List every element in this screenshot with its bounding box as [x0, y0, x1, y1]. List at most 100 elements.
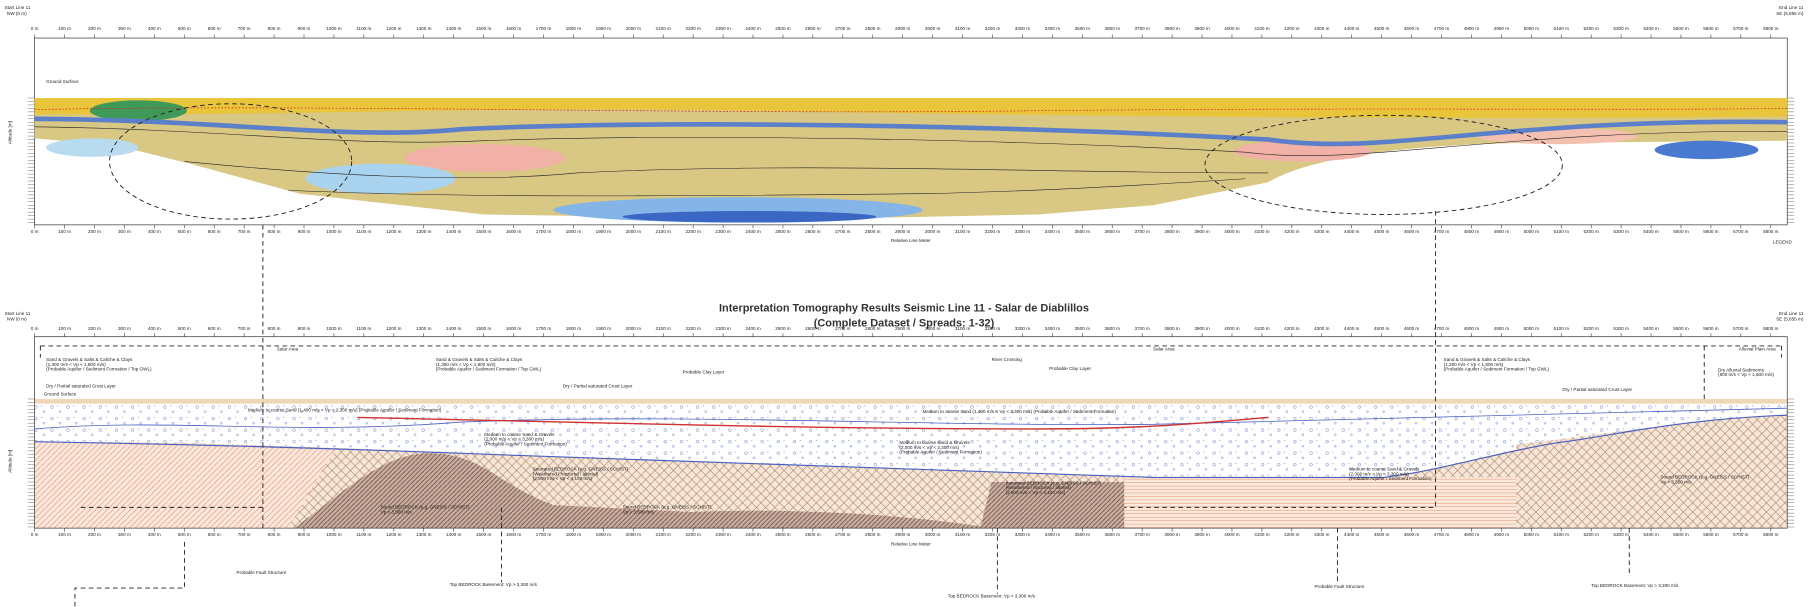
x-tick-label: 300 m — [118, 532, 131, 537]
x-tick-label: 4300 m — [1314, 229, 1330, 234]
x-tick-label: 3300 m — [1015, 229, 1031, 234]
x-tick-label: 200 m — [88, 229, 101, 234]
x-tick-label: 1700 m — [536, 532, 552, 537]
x-tick-label: 4500 m — [1374, 26, 1390, 31]
x-tick-label: 3600 m — [1105, 26, 1121, 31]
x-tick-label: 900 m — [298, 26, 311, 31]
x-tick-label: 4100 m — [1254, 532, 1270, 537]
x-tick-label: 5700 m — [1733, 326, 1749, 331]
x-tick-label: 300 m — [118, 26, 131, 31]
x-tick-label: 3500 m — [1075, 532, 1091, 537]
x-tick-label: 3500 m — [1075, 26, 1091, 31]
annotation: Salar Area — [277, 347, 299, 352]
x-tick-label: 4100 m — [1254, 26, 1270, 31]
x-tick-label: 500 m — [178, 26, 191, 31]
x-tick-label: 4200 m — [1284, 326, 1300, 331]
x-tick-label: 200 m — [88, 532, 101, 537]
x-tick-label: 2900 m — [895, 532, 911, 537]
x-tick-label: 3800 m — [1164, 26, 1180, 31]
x-tick-label: 2100 m — [656, 26, 672, 31]
annotation: Dry / Partial saturated Crust Layer — [1562, 387, 1632, 392]
x-tick-label: 900 m — [298, 326, 311, 331]
x-tick-label: 0 m — [31, 326, 39, 331]
x-tick-label: 1600 m — [506, 532, 522, 537]
x-tick-label: 5100 m — [1554, 532, 1570, 537]
x-tick-label: 4400 m — [1344, 326, 1360, 331]
x-tick-label: 1500 m — [476, 326, 492, 331]
figure: Start Line 11 NW (0 m) End Line 11 SE (5… — [0, 0, 1808, 607]
x-tick-label: 5200 m — [1583, 326, 1599, 331]
x-tick-label: 3600 m — [1105, 326, 1121, 331]
x-tick-label: 1800 m — [566, 229, 582, 234]
x-tick-label: 3200 m — [985, 229, 1001, 234]
annotation: (2,800 m/s < Vp < 4,100 m/s) — [533, 476, 593, 481]
x-tick-label: 2300 m — [715, 26, 731, 31]
x-tick-label: 400 m — [148, 26, 161, 31]
x-tick-label: 2500 m — [775, 26, 791, 31]
x-tick-label: 4500 m — [1374, 229, 1390, 234]
tomography-anomaly — [46, 138, 138, 156]
x-tick-label: 2700 m — [835, 532, 851, 537]
bedrock-block — [1124, 477, 1516, 528]
x-tick-label: 5500 m — [1673, 229, 1689, 234]
x-tick-label: 5700 m — [1733, 26, 1749, 31]
x-tick-label: 5600 m — [1703, 326, 1719, 331]
x-tick-label: 4800 m — [1464, 326, 1480, 331]
x-tick-label: 3400 m — [1045, 326, 1061, 331]
x-tick-label: 4700 m — [1434, 26, 1450, 31]
x-tick-label: 1200 m — [386, 532, 402, 537]
x-tick-label: 5800 m — [1763, 229, 1779, 234]
x-tick-label: 2800 m — [865, 532, 881, 537]
annotation: (Probable Aquifer / Sediment Formation) — [899, 450, 982, 455]
start-label: Start Line 11 — [5, 311, 31, 316]
annotation: (Probable Aquifer / Sediment Formation /… — [46, 367, 152, 372]
x-tick-label: 2400 m — [745, 532, 761, 537]
x-tick-label: 2800 m — [865, 26, 881, 31]
x-tick-label: 3000 m — [925, 229, 941, 234]
x-tick-label: 4200 m — [1284, 532, 1300, 537]
x-tick-label: 5600 m — [1703, 229, 1719, 234]
x-tick-label: 3300 m — [1015, 326, 1031, 331]
x-tick-label: 3700 m — [1134, 532, 1150, 537]
end-dir: SE (5,855 m) — [1776, 11, 1804, 16]
x-tick-label: 2900 m — [895, 229, 911, 234]
y-axis-title: Altitude [m] — [8, 121, 13, 144]
x-tick-label: 700 m — [238, 26, 251, 31]
x-tick-label: 600 m — [208, 532, 221, 537]
x-tick-label: 900 m — [298, 532, 311, 537]
end-label: End Line 11 — [1779, 311, 1804, 316]
x-tick-label: 3800 m — [1164, 229, 1180, 234]
x-tick-label: 1600 m — [506, 26, 522, 31]
x-tick-label: 5000 m — [1524, 326, 1540, 331]
x-tick-label: 700 m — [238, 229, 251, 234]
annotation: (2,800 m/s < Vp < 4,100 m/s) — [1005, 490, 1065, 495]
annotation: Probable Fault Structure — [1314, 584, 1364, 589]
x-tick-label: 100 m — [58, 26, 71, 31]
x-tick-label: 5500 m — [1673, 26, 1689, 31]
x-tick-label: 2300 m — [715, 532, 731, 537]
x-tick-label: 4100 m — [1254, 229, 1270, 234]
x-tick-label: 4000 m — [1224, 326, 1240, 331]
x-tick-label: 4000 m — [1224, 26, 1240, 31]
x-tick-label: 1700 m — [536, 26, 552, 31]
x-tick-label: 5800 m — [1763, 26, 1779, 31]
top-panel: Start Line 11 NW (0 m) End Line 11 SE (5… — [5, 5, 1804, 244]
x-tick-label: 1300 m — [416, 229, 432, 234]
annotation: Dry / Partial saturated Crust Layer — [46, 383, 116, 388]
x-tick-label: 2000 m — [626, 532, 642, 537]
annotation: Medium to coarse Sand (1,400 m/s < Vp < … — [922, 409, 1116, 414]
annotation: Top BEDROCK Basement: Vp > 3,300 m/s — [450, 582, 538, 587]
x-tick-label: 2200 m — [685, 229, 701, 234]
x-tick-label: 5200 m — [1583, 229, 1599, 234]
x-tick-label: 2200 m — [685, 26, 701, 31]
x-tick-label: 1500 m — [476, 26, 492, 31]
x-tick-label: 4600 m — [1404, 326, 1420, 331]
x-tick-label: 5600 m — [1703, 532, 1719, 537]
x-tick-label: 100 m — [58, 532, 71, 537]
annotation: (Probable Aquifer / Sediment Formation) — [1349, 476, 1432, 481]
x-tick-label: 1500 m — [476, 532, 492, 537]
x-tick-label: 3100 m — [955, 229, 971, 234]
x-tick-label: 3700 m — [1134, 26, 1150, 31]
x-tick-label: 2700 m — [835, 326, 851, 331]
x-tick-label: 200 m — [88, 326, 101, 331]
